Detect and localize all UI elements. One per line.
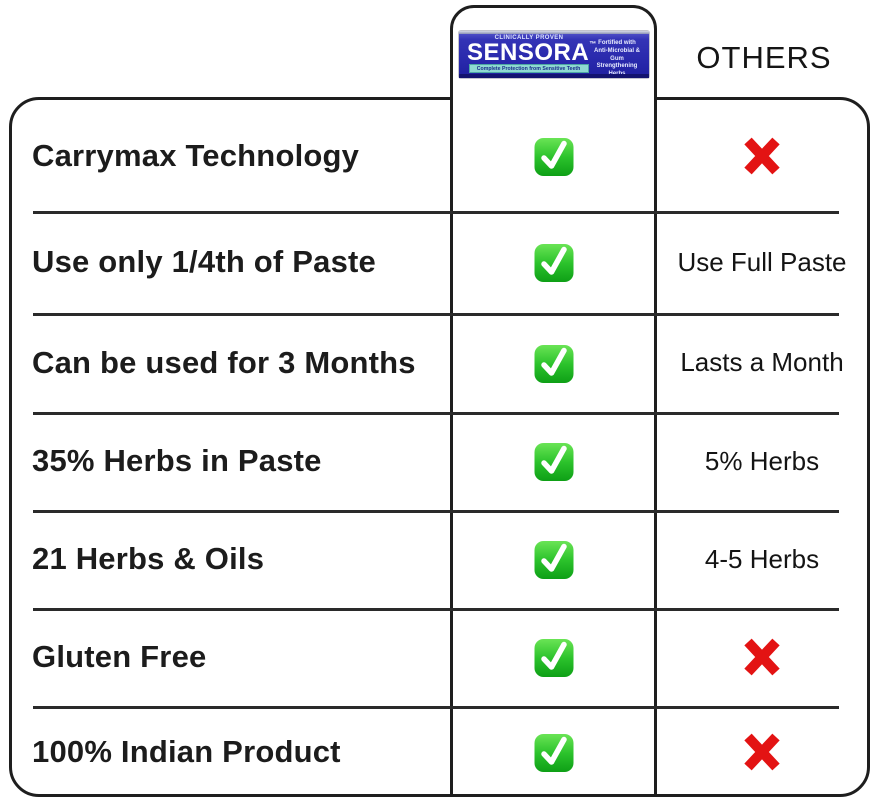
check-icon [534,244,573,282]
cross-icon [744,137,780,174]
others-value-text: Use Full Paste [677,246,847,277]
package-brand-name: SENSORA™ [467,41,597,65]
row-separator [33,412,839,415]
check-icon [534,344,573,383]
others-cell: 5% Herbs [657,446,867,477]
sensora-package-image: CLINICALLY PROVEN SENSORA™ Complete Prot… [459,31,649,78]
row-separator [33,211,839,214]
others-column-header: OTHERS [696,40,832,75]
feature-label: Carrymax Technology [32,137,360,173]
side-text-line: Anti-Microbial & [594,47,640,54]
feature-label: Can be used for 3 Months [32,344,416,380]
package-cap-highlight [459,31,649,34]
others-cell [657,137,867,175]
others-cell: Use Full Paste [657,247,867,278]
sensora-cell [450,342,657,384]
feature-label: 35% Herbs in Paste [32,443,322,478]
side-text-line: Fortified with [598,40,636,46]
comparison-rows: Carrymax Technology Use only 1/4th of Pa… [12,100,867,797]
table-row: 21 Herbs & Oils 4-5 Herbs [12,510,867,608]
row-separator [33,608,839,611]
trademark-symbol: ™ [589,41,597,48]
row-separator [33,706,839,709]
brand-text: SENSORA [467,39,590,66]
package-clinically-proven-text: CLINICALLY PROVEN [494,35,564,41]
side-text-line: Gum Strengthening [596,55,638,70]
table-row: 100% Indian Product [12,706,867,797]
table-row: 35% Herbs in Paste 5% Herbs [12,412,867,510]
others-cell [657,638,867,676]
table-row: Gluten Free [12,608,867,706]
check-icon [534,541,573,579]
others-value-text: Lasts a Month [680,347,844,377]
feature-label: Gluten Free [32,639,207,674]
others-cell: Lasts a Month [657,347,867,378]
others-cell: 4-5 Herbs [657,544,867,575]
sensora-cell [450,636,657,678]
cross-icon [744,638,780,676]
row-separator [33,313,839,316]
feature-label: 21 Herbs & Oils [32,541,265,576]
others-value-text: 4-5 Herbs [704,543,820,574]
table-frame [9,97,870,797]
package-bottom-strip [459,74,649,78]
cross-icon [744,733,780,770]
sensora-cell [450,135,657,177]
package-tagline-text: Complete Protection from Sensitive Teeth [477,65,581,72]
sensora-cell [450,538,657,580]
sensora-cell [450,731,657,773]
feature-label: Use only 1/4th of Paste [32,244,376,279]
sensora-cell [450,241,657,283]
feature-label: 100% Indian Product [32,733,341,769]
check-icon [534,443,573,481]
others-cell [657,733,867,771]
table-row: Use only 1/4th of Paste Use Full Paste [12,211,867,313]
check-icon [534,733,573,772]
row-separator [33,510,839,513]
check-icon [534,137,573,176]
package-tagline-band: Complete Protection from Sensitive Teeth [469,64,589,73]
others-value-text: 5% Herbs [704,445,820,476]
sensora-cell [450,440,657,482]
table-row: Carrymax Technology [12,100,867,211]
check-icon [534,639,573,677]
table-row: Can be used for 3 Months Lasts a Month [12,313,867,412]
